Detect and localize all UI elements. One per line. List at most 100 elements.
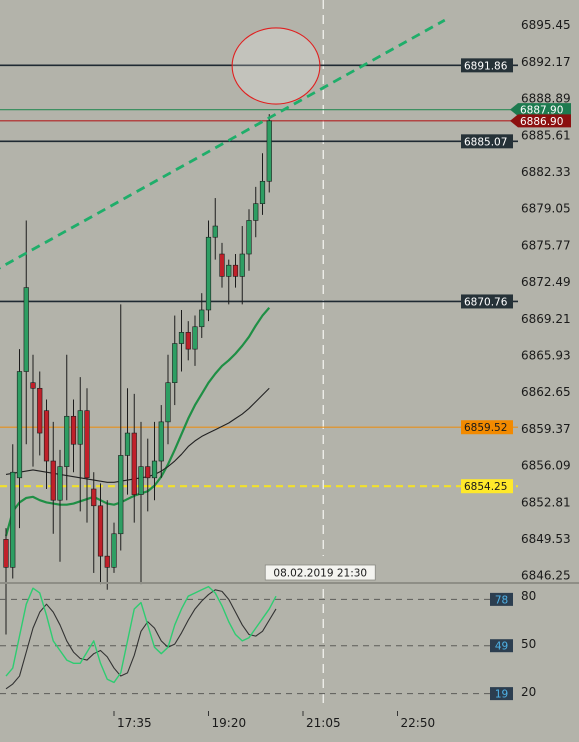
candle-body-up xyxy=(205,236,212,311)
candle-body-up xyxy=(138,466,144,495)
candle xyxy=(199,293,205,338)
candle-body-up xyxy=(23,287,29,372)
osc-level-box xyxy=(490,639,513,653)
level-tag-box xyxy=(461,58,513,73)
red-price-line-label: 6886.90 xyxy=(510,114,571,128)
price-tick-label: 6882.33 xyxy=(521,165,571,179)
price-tick-label: 6879.05 xyxy=(521,202,571,216)
price-tag-arrow xyxy=(510,103,571,117)
osc-level-tag: 19 xyxy=(490,687,513,701)
level-tag-text: 6870.76 xyxy=(464,296,508,308)
candle-body-up xyxy=(226,264,232,277)
candle-body-up xyxy=(259,180,266,204)
candle xyxy=(97,483,104,585)
candle-body-up xyxy=(192,326,198,350)
price-tick-label: 6849.53 xyxy=(521,532,571,546)
candle xyxy=(57,449,63,562)
candle-body-up xyxy=(16,371,23,479)
candle xyxy=(111,522,117,573)
level-tag-text: 6885.07 xyxy=(464,136,507,148)
candle xyxy=(70,399,77,473)
resistance-line-1-label: 6891.86 xyxy=(461,58,513,73)
candle xyxy=(185,321,191,361)
osc-d-line xyxy=(5,589,277,690)
level-tag-box xyxy=(461,294,513,309)
candle xyxy=(266,114,272,193)
osc-level-box xyxy=(490,592,513,606)
candle-body-up xyxy=(239,253,245,277)
time-tick-label: 19:20 xyxy=(212,716,247,730)
candle-body-up xyxy=(124,432,131,456)
candle xyxy=(219,242,225,288)
candle xyxy=(91,472,97,573)
candle xyxy=(77,377,83,512)
price-tag-text: 6886.90 xyxy=(520,116,563,128)
level-tag-box xyxy=(461,420,513,435)
candle xyxy=(64,354,70,501)
candle-body-up xyxy=(246,220,252,255)
candle-body-up xyxy=(64,415,70,467)
trendline[interactable] xyxy=(0,18,446,272)
candle-body-up xyxy=(212,225,218,238)
candle xyxy=(118,304,124,551)
level-tag-text: 6854.25 xyxy=(464,481,507,493)
candle-body-down xyxy=(43,410,50,462)
candle xyxy=(232,254,239,288)
price-tick-label: 6869.21 xyxy=(521,312,571,326)
candle-body-down xyxy=(91,488,97,507)
price-tag-text: 6887.90 xyxy=(520,105,563,117)
candle xyxy=(165,354,171,445)
level-tag-text: 6891.86 xyxy=(464,60,508,72)
osc-k-line xyxy=(5,585,277,684)
price-axis[interactable]: 6895.45 6892.17 6888.89 6885.61 6882.33 6879.… xyxy=(521,18,571,583)
orange-level-line-label: 6859.52 xyxy=(461,420,513,435)
time-axis[interactable]: 17:35 19:20 21:05 22:50 xyxy=(113,711,436,730)
candle-body-up xyxy=(158,421,164,462)
oscillator-axis[interactable]: 80 50 20 xyxy=(521,589,536,699)
candle-body-down xyxy=(145,466,151,479)
support-line-1-label: 6870.76 xyxy=(461,294,513,309)
osc-tick-label: 50 xyxy=(521,637,536,651)
candle-body-down xyxy=(131,432,137,495)
price-tag-arrow xyxy=(510,114,571,128)
price-tick-label: 6852.81 xyxy=(521,495,571,509)
candle-body-up xyxy=(165,382,171,423)
candle-body-up xyxy=(111,533,117,568)
candle-body-up xyxy=(266,120,272,182)
candle xyxy=(205,220,212,322)
candle xyxy=(84,388,90,523)
candle xyxy=(37,371,43,456)
resistance-line-2-label: 6885.07 xyxy=(461,134,513,149)
price-tick-label: 6885.61 xyxy=(521,128,571,142)
price-tick-label: 6895.45 xyxy=(521,18,571,32)
price-tick-label: 6888.89 xyxy=(521,92,571,106)
fast-ma xyxy=(4,307,271,537)
candle xyxy=(3,528,9,635)
candle xyxy=(192,315,198,366)
price-tick-label: 6846.25 xyxy=(521,569,571,583)
candle xyxy=(158,405,164,478)
candle-body-down xyxy=(185,332,191,350)
candle-body-down xyxy=(30,382,36,389)
candle-body-up xyxy=(172,343,178,383)
candle-body-up xyxy=(118,455,124,535)
level-tag-text: 6859.52 xyxy=(464,422,507,434)
candle xyxy=(172,315,178,406)
green-price-line-label: 6887.90 xyxy=(510,103,571,117)
osc-tick-label: 20 xyxy=(521,685,536,699)
time-tick-label: 17:35 xyxy=(117,716,152,730)
candle xyxy=(16,349,23,529)
osc-level-tag: 49 xyxy=(490,639,513,653)
candle xyxy=(212,198,218,260)
candle xyxy=(124,388,131,495)
time-tick-label: 22:50 xyxy=(401,716,436,730)
candles xyxy=(3,114,272,635)
candle-body-up xyxy=(77,410,83,445)
ellipse-annotation[interactable] xyxy=(231,27,321,105)
yellow-dashed-line-label: 6854.25 xyxy=(461,479,513,494)
candle-body-down xyxy=(37,387,43,434)
candle xyxy=(259,153,266,215)
candle xyxy=(253,186,259,238)
